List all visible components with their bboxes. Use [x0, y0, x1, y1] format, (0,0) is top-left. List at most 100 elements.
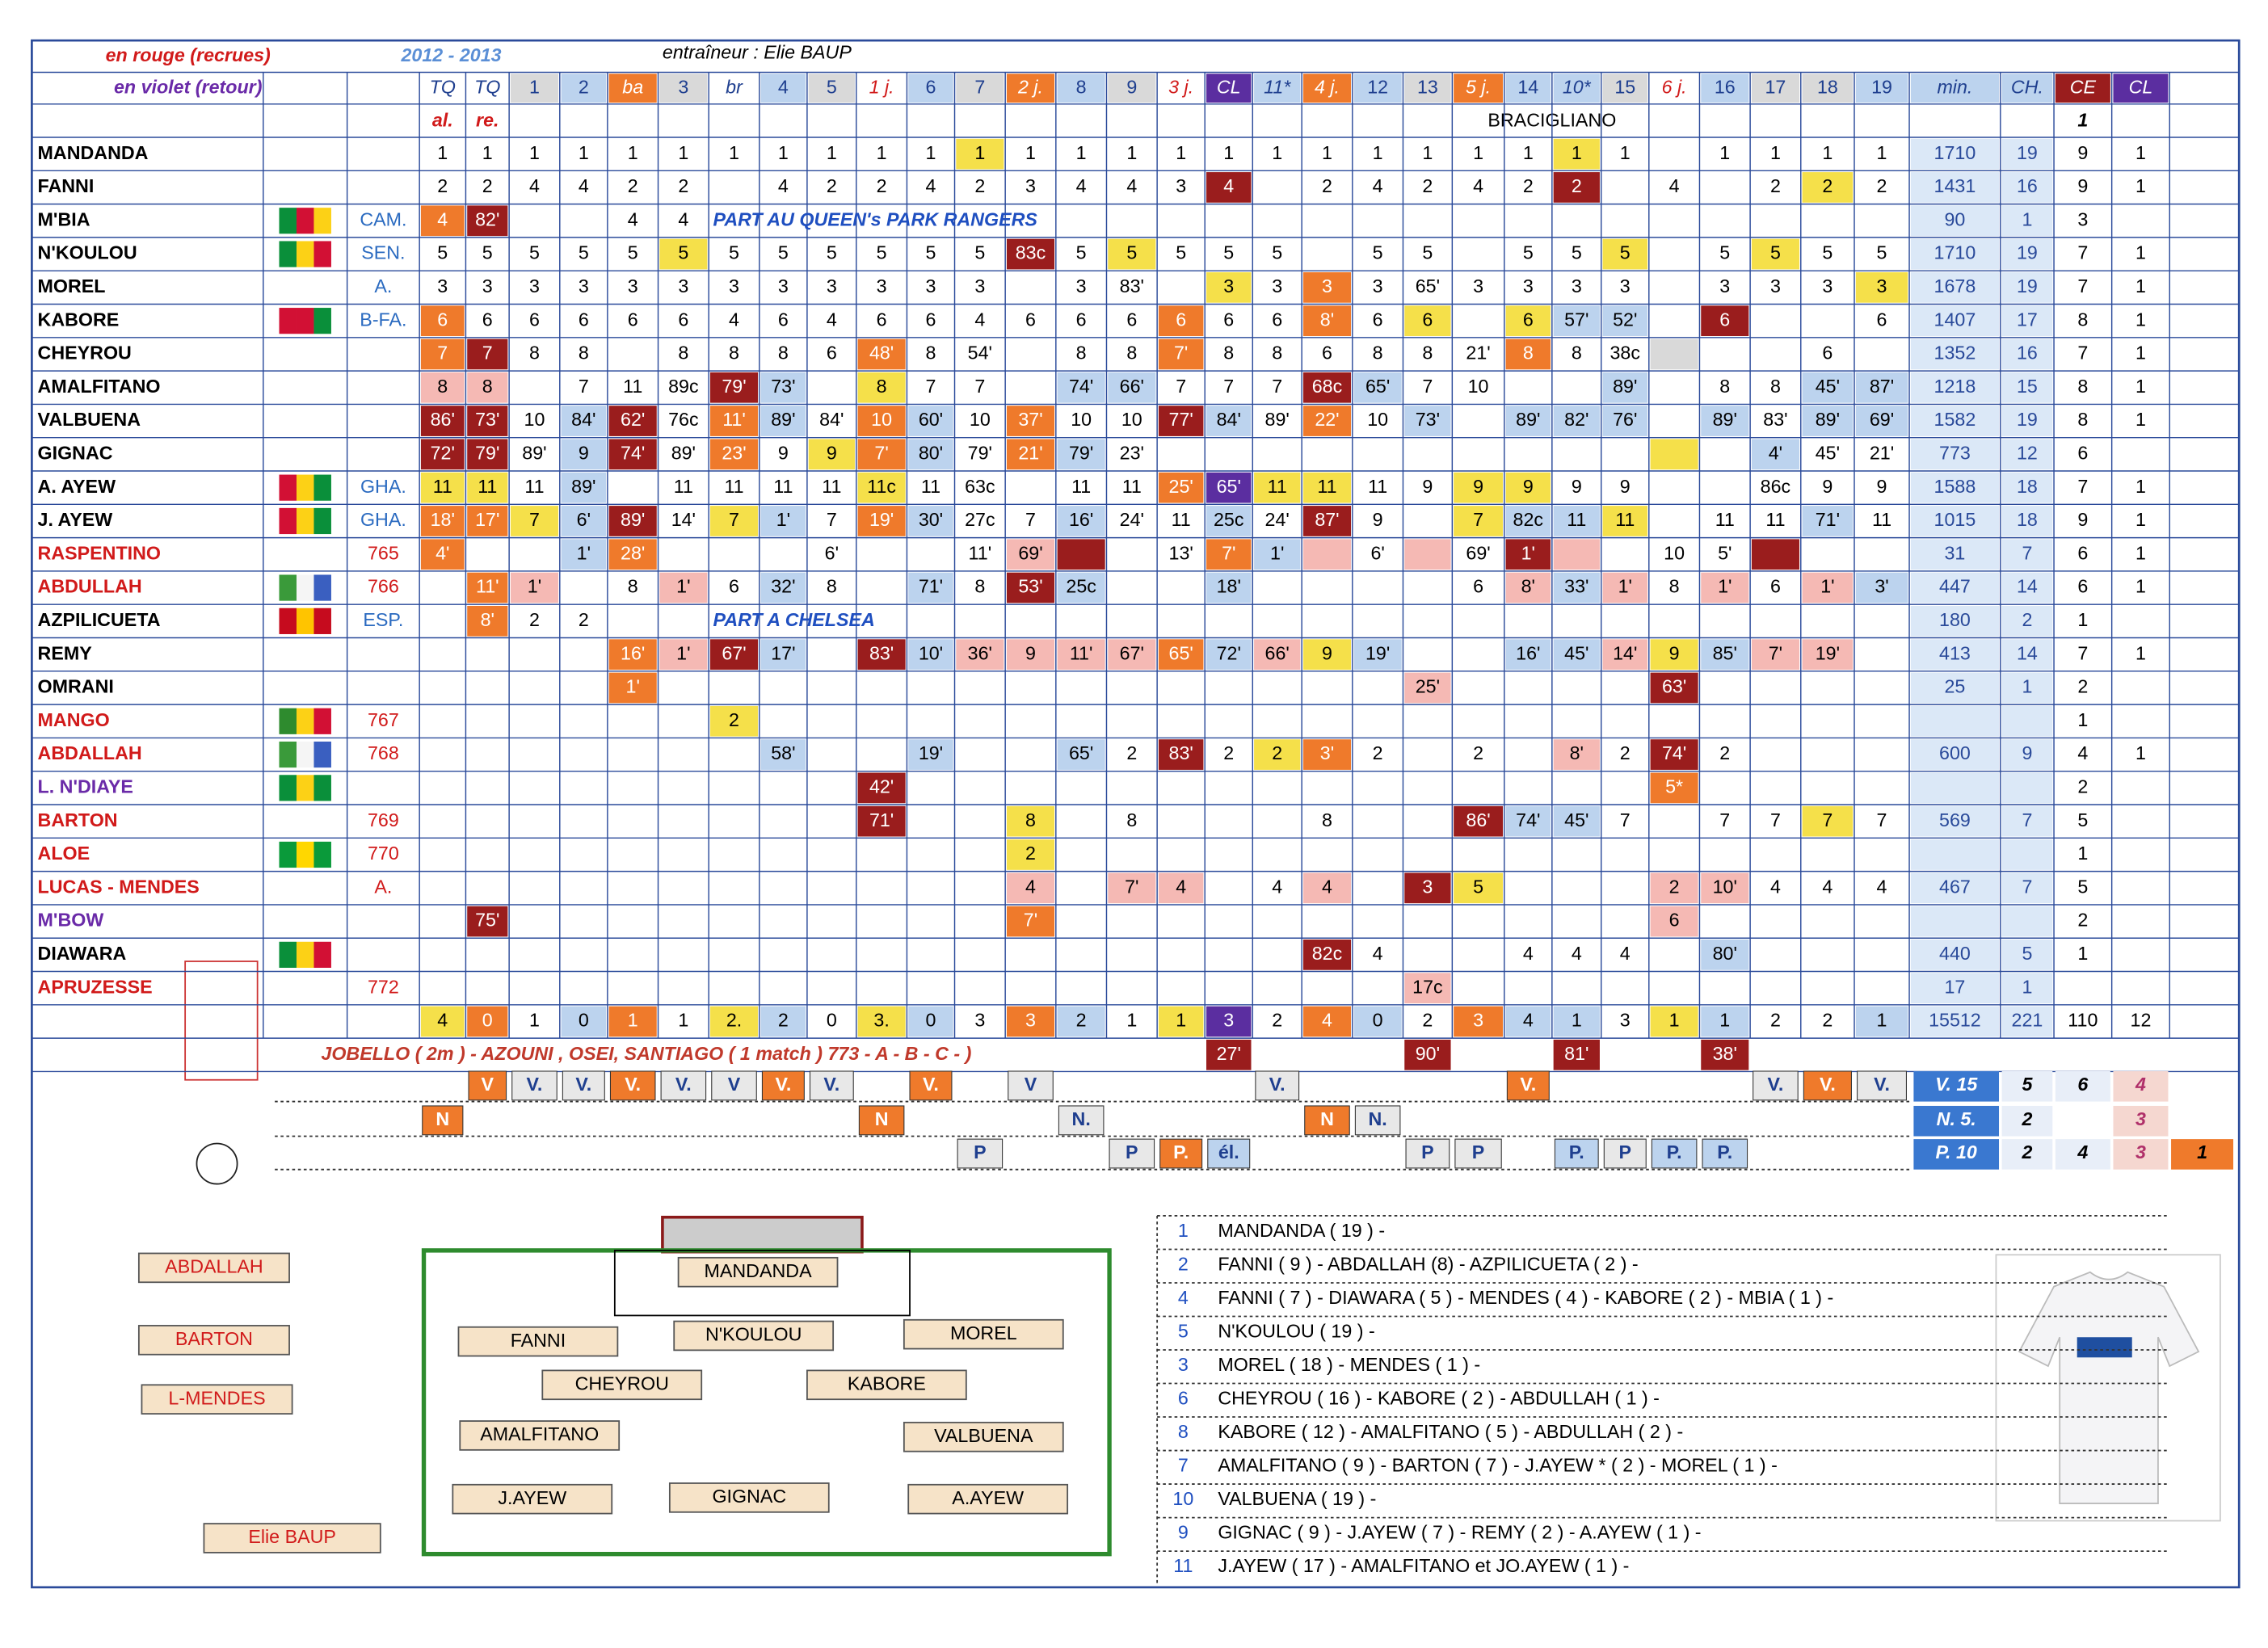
cell-bg — [1553, 172, 1600, 203]
result-box — [609, 1070, 656, 1101]
cell: 6 — [1025, 309, 1036, 330]
cell: 83' — [1169, 742, 1193, 763]
cell: 65' — [1069, 742, 1093, 763]
cell: 1' — [676, 642, 690, 663]
cell-bg — [1650, 338, 1698, 370]
cell-bg — [1404, 406, 1451, 436]
cell-bg — [2001, 906, 2053, 937]
column-header: 8 — [1076, 76, 1087, 97]
flag — [279, 941, 297, 968]
header-bg — [1454, 74, 1503, 103]
number-players: MOREL ( 18 ) - MENDES ( 1 ) - — [1218, 1354, 1480, 1375]
cell: 8 — [778, 343, 789, 364]
cell: 2 — [1272, 742, 1282, 763]
cell-bg — [1353, 1006, 1402, 1037]
cell: 6 — [1877, 309, 1887, 330]
row-note: PART A CHELSEA — [713, 609, 875, 630]
cell-bg — [908, 439, 953, 470]
cell-bg — [857, 805, 906, 837]
cell-bg — [1454, 506, 1503, 536]
cell: 8 — [628, 576, 638, 597]
cell-bg — [467, 1006, 508, 1037]
cell-bg — [857, 406, 906, 436]
cell-bg — [1302, 406, 1352, 436]
cell: 1 — [529, 1010, 540, 1031]
cell: 10 — [1367, 409, 1388, 430]
column-header: 1 — [529, 76, 540, 97]
cell: 30' — [919, 509, 943, 530]
cell: 3 — [1572, 275, 1582, 296]
column-header: TQ — [474, 76, 500, 97]
cell: 9 — [1373, 509, 1383, 530]
cell-bg — [857, 506, 906, 536]
cell: 80' — [919, 443, 943, 464]
cell-bg — [1302, 1006, 1352, 1037]
cell: 1 — [1422, 142, 1433, 163]
cell: 73' — [475, 409, 499, 430]
cell: 1' — [1618, 576, 1632, 597]
cell: 4 — [1523, 943, 1534, 964]
result-box — [1753, 1070, 1799, 1101]
cell: 7 — [579, 376, 589, 397]
cell: 38' — [1713, 1043, 1737, 1064]
cell: 6 — [1669, 910, 1680, 931]
cell: 16' — [1516, 642, 1540, 663]
cell: 3. — [873, 1010, 889, 1031]
cell: 2 — [877, 175, 887, 196]
cell: 5 — [1272, 242, 1282, 263]
cell: 1 — [2135, 275, 2146, 296]
cell: 1 — [1076, 142, 1087, 163]
cell-bg — [1206, 506, 1252, 536]
shirt-number: 7 — [1178, 1454, 1189, 1475]
cell-bg — [1701, 572, 1749, 603]
shirt-number: 4 — [1178, 1287, 1189, 1308]
cell-bg — [2001, 506, 2053, 536]
cell: 16' — [1069, 509, 1093, 530]
column-header: 1 j. — [869, 76, 894, 97]
cell-bg — [1602, 572, 1648, 603]
cell-bg — [2001, 839, 2053, 870]
header-bg — [2113, 74, 2169, 103]
cell: 79' — [1069, 443, 1093, 464]
cell: 4 — [1025, 876, 1036, 897]
cell: 3 — [1822, 275, 1832, 296]
cell: 66' — [1265, 642, 1290, 663]
cell: 5 — [827, 242, 837, 263]
cell: 10' — [919, 642, 943, 663]
shirt-number: 8 — [1178, 1421, 1189, 1442]
cell: 3 — [1025, 175, 1036, 196]
player-box — [907, 1483, 1069, 1515]
cell: 5 — [1076, 242, 1087, 263]
cell: 11 — [1172, 509, 1191, 530]
cell: 11 — [433, 476, 452, 497]
flag — [296, 208, 314, 234]
cell-bg — [1910, 1006, 2000, 1037]
cell: 3 — [1620, 1010, 1631, 1031]
flag — [296, 308, 314, 334]
header-bg — [561, 74, 607, 103]
shirt-number: 3 — [1178, 1354, 1189, 1375]
cell-bg — [561, 1006, 607, 1037]
nationality: CAM. — [360, 208, 406, 229]
player-name: MOREL — [38, 275, 106, 296]
cell-bg — [1057, 739, 1105, 770]
cell-bg — [1910, 338, 2000, 370]
cell: 4 — [437, 1010, 448, 1031]
cell: 9 — [778, 443, 789, 464]
cell: 4 — [1877, 876, 1887, 897]
cell: 3 — [1770, 275, 1781, 296]
cell: 4 — [2077, 742, 2088, 763]
cell-bg — [1910, 705, 2000, 737]
cell: 18' — [1217, 576, 1241, 597]
cell: 79' — [722, 376, 746, 397]
cell-bg — [420, 506, 465, 536]
cell-bg — [1454, 872, 1503, 904]
cell-bg — [1404, 973, 1451, 1004]
column-header: CL — [2129, 76, 2153, 97]
cell: 5 — [729, 242, 739, 263]
cell: 17 — [1944, 976, 1965, 997]
player-name: M'BIA — [38, 208, 90, 229]
result: V. — [775, 1074, 791, 1095]
flag — [313, 941, 331, 968]
cell-bg — [956, 138, 1004, 170]
